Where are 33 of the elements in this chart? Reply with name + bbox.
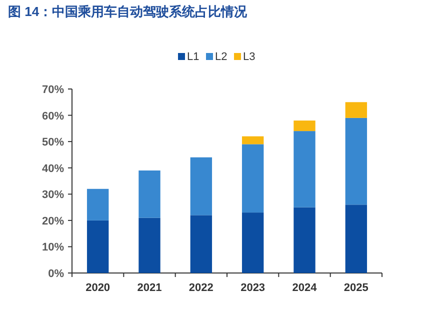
bar — [242, 136, 264, 144]
x-tick-label: 2020 — [86, 282, 110, 294]
bar — [345, 118, 368, 205]
x-tick-label: 2023 — [240, 282, 266, 294]
bar — [242, 144, 264, 213]
bar — [294, 120, 316, 132]
bar — [294, 207, 316, 273]
y-tick-label: 60% — [42, 110, 64, 122]
legend-label: L3 — [243, 51, 256, 63]
bar — [345, 204, 368, 273]
bar — [86, 188, 109, 220]
x-tick-label: 2025 — [344, 282, 368, 294]
bar — [294, 131, 316, 208]
y-tick-label: 0% — [48, 268, 64, 280]
y-tick-label: 30% — [42, 189, 64, 202]
y-tick-label: 10% — [42, 242, 64, 254]
legend-label: L1 — [187, 51, 200, 63]
x-tick-label: 2022 — [188, 282, 214, 294]
legend-label: L2 — [215, 51, 228, 63]
bar — [190, 215, 212, 273]
x-tick-label: 2024 — [292, 282, 318, 294]
y-tick-label: 40% — [42, 162, 64, 175]
bar — [242, 212, 264, 273]
y-tick-label: 20% — [42, 215, 64, 228]
bar — [86, 220, 109, 273]
chart-title: 图 14：中国乘用车自动驾驶系统占比情况 — [8, 4, 248, 19]
bar — [190, 157, 212, 216]
bar — [138, 218, 160, 273]
y-tick-label: 50% — [42, 136, 64, 149]
bar — [138, 170, 160, 218]
bar — [345, 102, 368, 118]
y-tick-label: 70% — [42, 84, 64, 96]
x-tick-label: 2021 — [137, 282, 162, 294]
